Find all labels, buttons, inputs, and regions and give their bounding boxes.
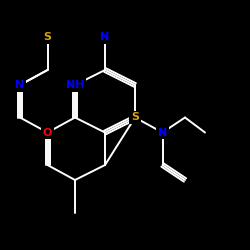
Text: N: N [16,80,24,90]
Text: O: O [43,128,52,138]
Text: NH: NH [66,80,84,90]
Text: N: N [100,32,110,42]
Text: S: S [44,32,52,42]
Text: N: N [158,128,167,138]
Text: S: S [131,112,139,122]
